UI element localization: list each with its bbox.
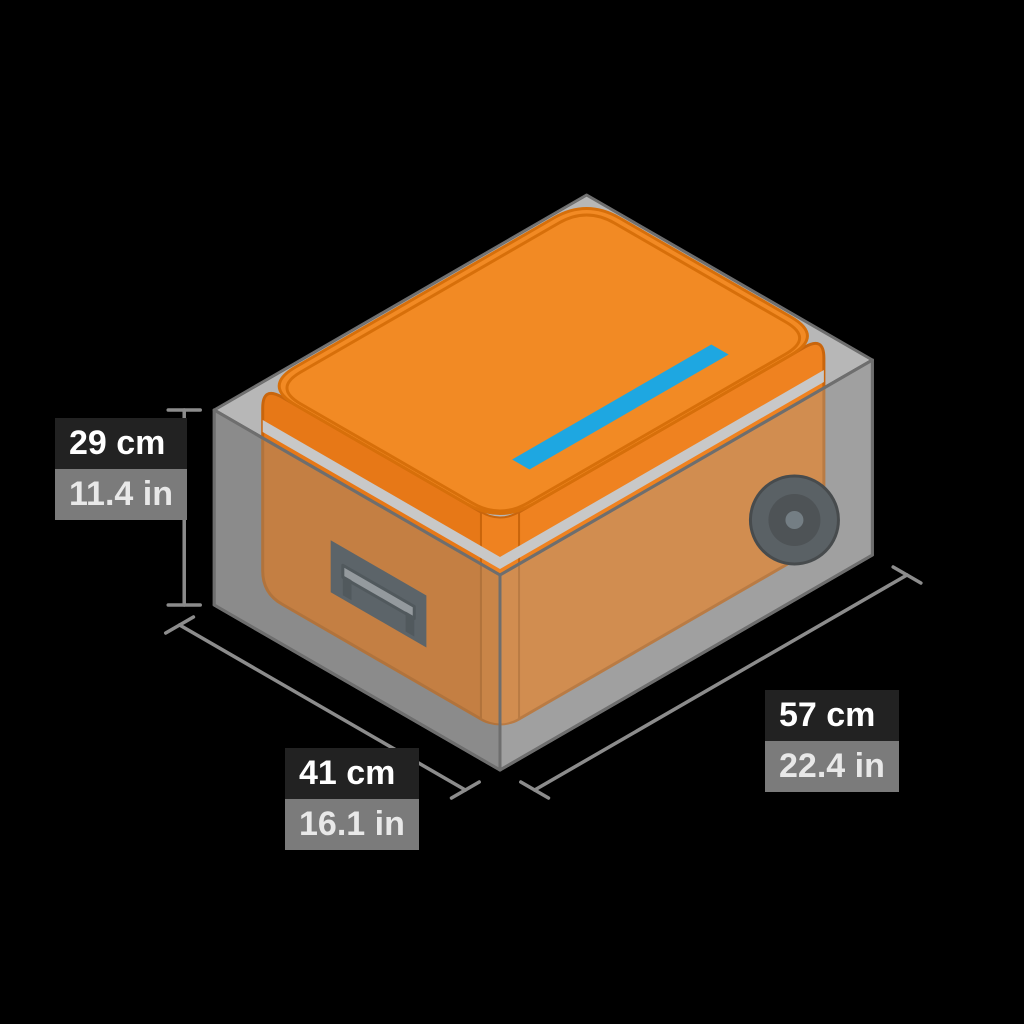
dimension-label-width: 41 cm 16.1 in	[285, 748, 419, 850]
diagram-canvas: 29 cm 11.4 in 41 cm 16.1 in 57 cm 22.4 i…	[0, 0, 1024, 1024]
width-imperial: 16.1 in	[285, 799, 419, 850]
length-imperial: 22.4 in	[765, 741, 899, 792]
dimension-label-length: 57 cm 22.4 in	[765, 690, 899, 792]
length-metric: 57 cm	[765, 690, 899, 741]
dimension-label-height: 29 cm 11.4 in	[55, 418, 187, 520]
height-metric: 29 cm	[55, 418, 187, 469]
width-metric: 41 cm	[285, 748, 419, 799]
height-imperial: 11.4 in	[55, 469, 187, 520]
